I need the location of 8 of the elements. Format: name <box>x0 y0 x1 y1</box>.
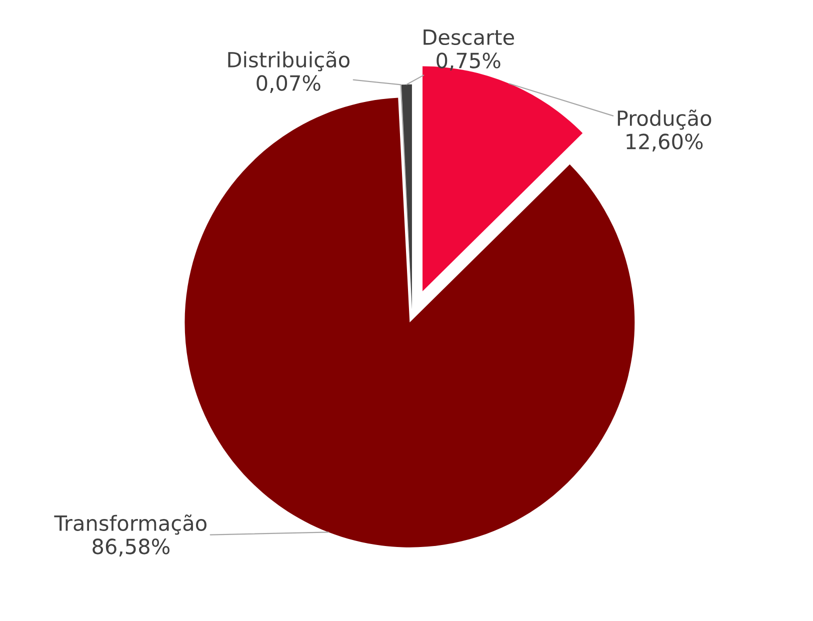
data-label: 0,07% <box>256 75 320 94</box>
data-label: 0,75% <box>436 52 500 70</box>
data-label: 12,60% <box>626 134 703 152</box>
slice-label: Produção <box>618 110 712 130</box>
slice-label: Transformação <box>54 514 206 535</box>
data-label: 86,58% <box>92 538 170 556</box>
slice-label: Descarte <box>424 30 514 46</box>
slice-label: Distribuição <box>228 51 350 72</box>
